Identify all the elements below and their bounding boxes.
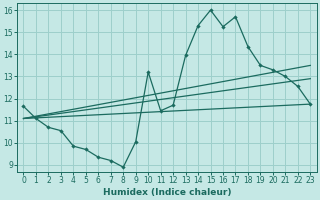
- X-axis label: Humidex (Indice chaleur): Humidex (Indice chaleur): [103, 188, 231, 197]
